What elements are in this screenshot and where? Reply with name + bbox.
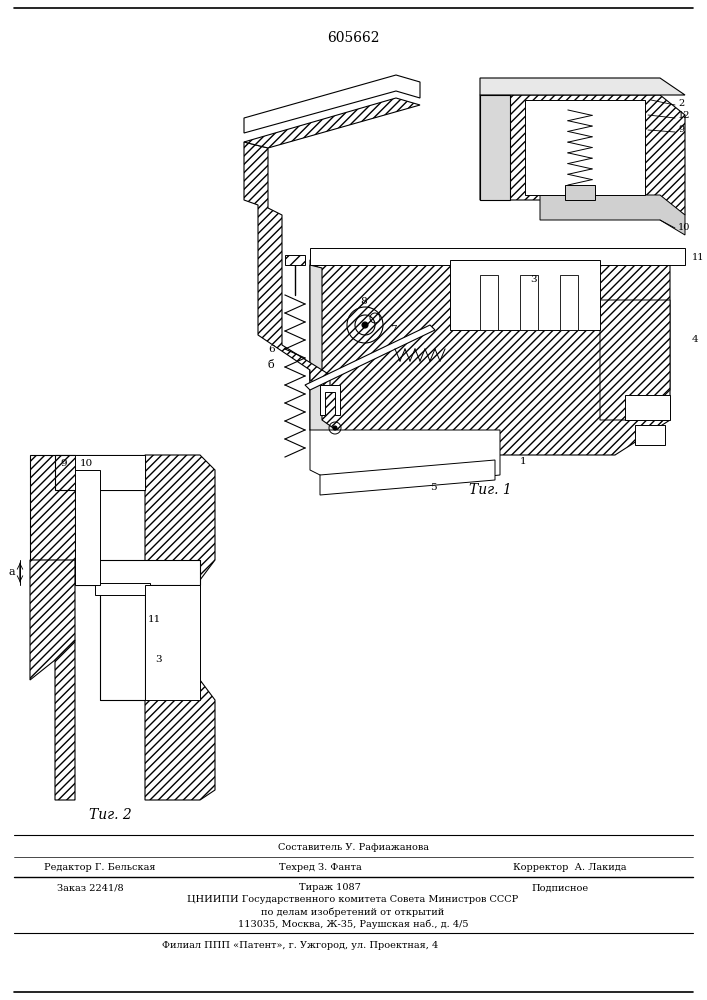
- Polygon shape: [600, 300, 670, 420]
- Text: б: б: [268, 360, 275, 370]
- Text: Τиг. 1: Τиг. 1: [469, 483, 511, 497]
- Bar: [635, 425, 665, 445]
- Text: 12: 12: [678, 111, 691, 120]
- Text: 11: 11: [148, 615, 161, 624]
- Polygon shape: [55, 640, 75, 800]
- Text: 3: 3: [530, 275, 537, 284]
- Text: 5: 5: [430, 484, 437, 492]
- Text: 9: 9: [60, 458, 66, 468]
- Polygon shape: [540, 195, 685, 235]
- Text: 3: 3: [155, 656, 162, 664]
- Bar: [520, 275, 538, 330]
- Text: 113035, Москва, Ж-35, Раушская наб., д. 4/5: 113035, Москва, Ж-35, Раушская наб., д. …: [238, 919, 468, 929]
- Text: Составитель У. Рафиажанова: Составитель У. Рафиажанова: [278, 842, 428, 852]
- Polygon shape: [480, 95, 510, 200]
- Polygon shape: [244, 75, 420, 133]
- Polygon shape: [305, 325, 435, 390]
- Text: Τиг. 2: Τиг. 2: [88, 808, 132, 822]
- Text: Редактор Г. Бельская: Редактор Г. Бельская: [45, 863, 156, 872]
- Text: 605662: 605662: [327, 31, 379, 45]
- Text: Корректор  А. Лакида: Корректор А. Лакида: [513, 863, 626, 872]
- Polygon shape: [100, 585, 145, 700]
- Polygon shape: [55, 455, 145, 490]
- Text: 4: 4: [692, 336, 699, 344]
- Text: Заказ 2241/8: Заказ 2241/8: [57, 884, 123, 892]
- Polygon shape: [310, 265, 350, 455]
- Polygon shape: [244, 98, 420, 148]
- Circle shape: [362, 322, 368, 328]
- Polygon shape: [480, 95, 685, 215]
- Text: 11: 11: [692, 253, 704, 262]
- Text: 9: 9: [678, 125, 684, 134]
- Bar: [565, 185, 595, 200]
- Polygon shape: [320, 460, 495, 495]
- Text: 7: 7: [390, 326, 397, 334]
- Polygon shape: [30, 455, 75, 560]
- Polygon shape: [145, 455, 215, 800]
- Polygon shape: [244, 142, 330, 390]
- Text: 2: 2: [678, 99, 684, 107]
- Polygon shape: [480, 78, 685, 95]
- Circle shape: [333, 426, 337, 430]
- Bar: [75, 470, 100, 585]
- Bar: [95, 583, 150, 595]
- Text: 6: 6: [268, 346, 274, 355]
- Text: Техред З. Фанта: Техред З. Фанта: [279, 863, 361, 872]
- Polygon shape: [30, 560, 75, 680]
- Text: по делам изобретений от открытий: по делам изобретений от открытий: [262, 907, 445, 917]
- Text: Филиал ППП «Патент», г. Ужгород, ул. Проектная, 4: Филиал ППП «Патент», г. Ужгород, ул. Про…: [162, 940, 438, 950]
- Polygon shape: [310, 248, 685, 265]
- Bar: [75, 455, 145, 490]
- Polygon shape: [320, 385, 340, 415]
- Bar: [75, 560, 200, 585]
- Bar: [145, 585, 200, 700]
- Polygon shape: [310, 430, 500, 490]
- Bar: [100, 585, 145, 700]
- Text: 1: 1: [520, 458, 527, 466]
- Text: ЦНИИПИ Государственного комитета Совета Министров СССР: ЦНИИПИ Государственного комитета Совета …: [187, 896, 519, 904]
- Text: Подписное: Подписное: [532, 884, 588, 892]
- Text: 8: 8: [360, 298, 367, 306]
- Polygon shape: [525, 100, 645, 195]
- Bar: [480, 275, 498, 330]
- Text: Тираж 1087: Тираж 1087: [299, 884, 361, 892]
- Bar: [560, 275, 578, 330]
- Polygon shape: [450, 260, 600, 330]
- Text: a: a: [8, 567, 16, 577]
- Text: 10: 10: [80, 458, 93, 468]
- Text: 10: 10: [678, 224, 690, 232]
- Polygon shape: [310, 260, 670, 455]
- Bar: [625, 395, 670, 420]
- Text: h: h: [175, 567, 182, 577]
- Bar: [285, 255, 305, 265]
- Polygon shape: [75, 560, 200, 585]
